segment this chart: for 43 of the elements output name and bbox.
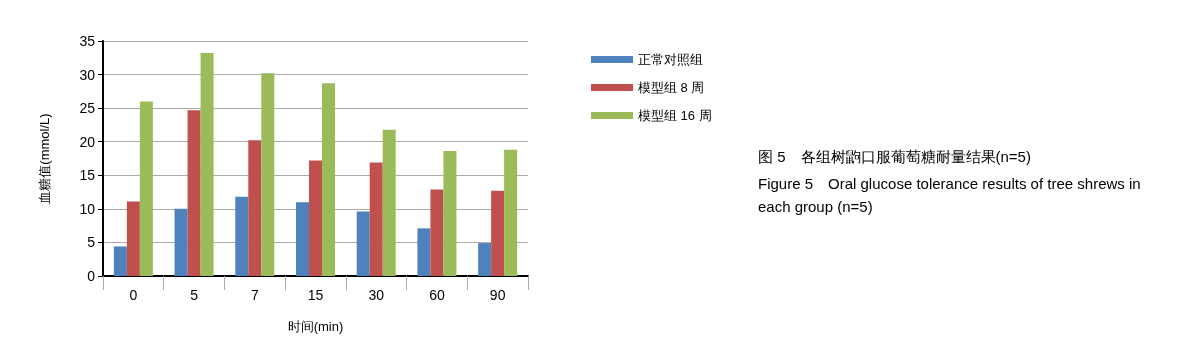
- legend-label: 模型组 8 周: [638, 80, 705, 95]
- bar: [200, 53, 214, 276]
- x-tick-label: 5: [190, 287, 199, 303]
- y-tick-label: 25: [79, 100, 96, 117]
- bar: [491, 190, 505, 276]
- bar: [235, 196, 249, 276]
- bar: [139, 101, 153, 276]
- x-axis-title: 时间(min): [287, 319, 344, 334]
- x-tick-label: 15: [307, 287, 324, 303]
- bar: [504, 149, 518, 276]
- bar: [187, 110, 201, 276]
- x-tick-label: 30: [368, 287, 385, 303]
- legend-label: 模型组 16 周: [638, 108, 712, 123]
- bar: [417, 228, 431, 276]
- y-tick-label: 5: [87, 234, 96, 251]
- text: Figure 5 Oral glucose tolerance results of tree shrews in each group (n=5): [758, 175, 1145, 215]
- x-tick-label: 7: [250, 287, 259, 303]
- bar: [248, 140, 262, 276]
- y-tick-label: 0: [87, 268, 96, 284]
- y-tick-label: 10: [79, 200, 96, 217]
- y-axis-title: 血糖值(mmol/L): [37, 113, 52, 204]
- bar: [443, 151, 457, 276]
- y-tick-label: 35: [79, 33, 96, 49]
- bar: [430, 189, 444, 276]
- bar: [126, 201, 140, 276]
- bar: [356, 211, 370, 276]
- bar: [382, 129, 396, 276]
- y-tick-label: 20: [79, 133, 96, 150]
- bar: [261, 73, 275, 276]
- bar: [113, 246, 127, 276]
- bar: [369, 162, 383, 276]
- x-tick-label: 0: [129, 287, 138, 303]
- text: 图 5 各组树鼩口服葡萄糖耐量结果(n=5): [758, 148, 1031, 165]
- legend-label: 正常对照组: [638, 52, 703, 67]
- bar: [174, 208, 188, 276]
- bar: [478, 243, 492, 276]
- bar: [322, 83, 335, 276]
- x-tick-label: 60: [429, 287, 445, 303]
- bar: [309, 160, 322, 276]
- y-tick-label: 15: [79, 167, 96, 184]
- x-tick-label: 90: [489, 287, 506, 303]
- bar: [296, 202, 309, 276]
- y-tick-label: 30: [79, 66, 96, 83]
